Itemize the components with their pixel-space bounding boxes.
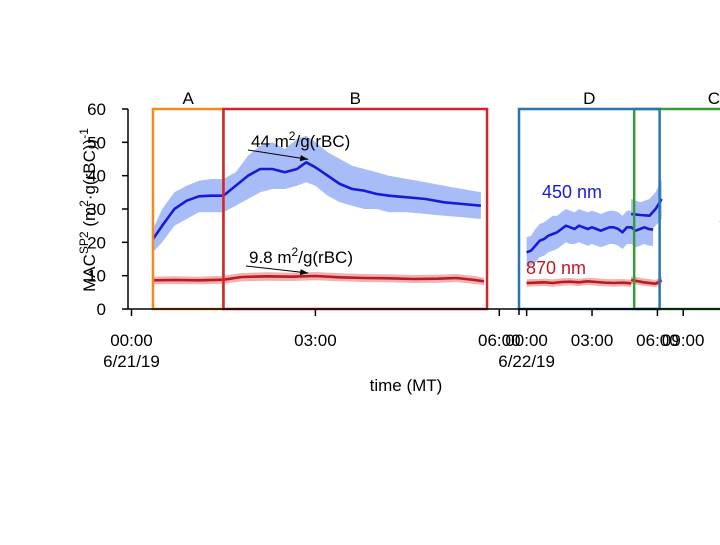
annotation-sup: 2 xyxy=(292,245,299,259)
series-line-red xyxy=(526,280,632,285)
period-label-a: A xyxy=(183,89,195,108)
x-tick-date-label: 6/21/19 xyxy=(103,352,160,371)
x-tick-label: 03:00 xyxy=(294,331,337,350)
y-axis-title-unit-mid: ·g(rBC) xyxy=(80,144,99,200)
series-line-blue xyxy=(151,161,482,240)
axis-layer xyxy=(122,108,720,316)
uncertainty-band-blue xyxy=(526,209,654,268)
y-tick-label: 10 xyxy=(87,267,106,286)
annotation-ann-9-8: 9.8 m2/g(rBC) xyxy=(249,245,353,267)
band-layer xyxy=(153,135,662,287)
y-tick-label: 60 xyxy=(87,100,106,119)
y-tick-label: 20 xyxy=(87,233,106,252)
x-tick-label: 06:00 xyxy=(478,331,521,350)
uncertainty-band-blue xyxy=(153,135,481,253)
annotation-arrow-head xyxy=(299,269,309,276)
series-label-blue: 450 nm xyxy=(542,182,602,202)
annotation-arrow-line xyxy=(247,149,309,160)
y-tick-label: 30 xyxy=(87,200,106,219)
series-line-blue xyxy=(630,198,663,217)
y-tick-label: 40 xyxy=(87,167,106,186)
annotation-ann-44: 44 m2/g(rBC) xyxy=(251,129,350,151)
annotation-arrow-line xyxy=(245,265,309,274)
y-axis-title: MACSP2 (m2·g(rBC))-1 xyxy=(77,128,99,292)
y-tick-label: 50 xyxy=(87,133,106,152)
annotation-tail: /g(rBC) xyxy=(298,248,353,267)
annotation-sup: 2 xyxy=(289,129,296,143)
x-tick-label: 00:00 xyxy=(505,331,548,350)
annotation-arrow-head xyxy=(299,155,309,162)
period-label-d: D xyxy=(583,89,595,108)
uncertainty-band-red xyxy=(153,272,484,285)
y-axis-title-sup: SP2 xyxy=(77,231,91,254)
period-label-c: C xyxy=(708,89,720,108)
y-axis-title-unit-close: ) xyxy=(80,139,99,145)
annotation-main: 9.8 m xyxy=(249,248,292,267)
annotation-main: 44 m xyxy=(251,132,289,151)
series-line-red xyxy=(152,274,485,283)
x-tick-label: 03:00 xyxy=(571,331,614,350)
y-axis-title-unit-sup1: 2 xyxy=(77,200,91,207)
annotation-tail: /g(rBC) xyxy=(295,132,350,151)
period-label-b: B xyxy=(350,89,361,108)
x-axis-title: time (MT) xyxy=(370,376,443,395)
y-axis-title-unit-open: (m xyxy=(80,207,99,232)
series-line-blue xyxy=(526,224,654,254)
y-tick-label: 0 xyxy=(97,300,106,319)
x-tick-label: 00:00 xyxy=(110,331,153,350)
x-tick-label: 09:00 xyxy=(662,331,705,350)
x-tick-date-label: 6/22/19 xyxy=(498,352,555,371)
y-axis-title-unit-sup2: -1 xyxy=(77,128,91,139)
x-tick-label: 06:00 xyxy=(636,331,679,350)
line-layer xyxy=(151,161,720,285)
y-axis-title-main: MAC xyxy=(80,254,99,292)
series-label-red: 870 nm xyxy=(526,258,586,278)
